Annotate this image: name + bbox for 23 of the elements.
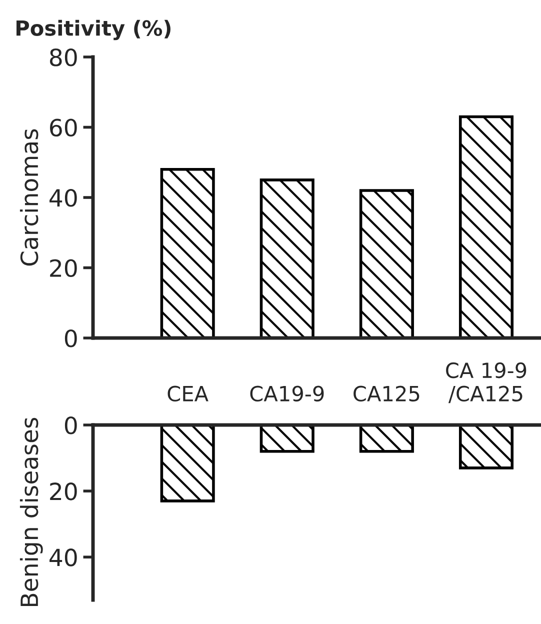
x-tick-label: CA125 (354, 386, 420, 402)
y-tick-label: 0 (64, 329, 77, 348)
bar (260, 178, 314, 338)
y-tick-label: 0 (64, 416, 77, 434)
y-tick-label: 40 (50, 188, 77, 207)
bar (359, 425, 414, 453)
y-axis-title: Carcinomas (20, 129, 38, 266)
bar (458, 115, 514, 338)
bar (458, 425, 514, 470)
y-tick-label: 80 (50, 48, 77, 66)
chart-title: Positivity (%) (16, 20, 170, 40)
y-tick-label: 40 (50, 548, 77, 566)
y-axis-title: Benign diseases (20, 418, 43, 606)
bar (359, 189, 414, 338)
y-tick-label: 20 (50, 482, 77, 500)
bar (160, 425, 215, 502)
y-tick-label: 20 (50, 259, 77, 278)
bar (160, 168, 215, 338)
y-tick-label: 60 (50, 118, 77, 137)
bar (260, 425, 314, 453)
x-tick-label: CA19-9 (250, 386, 324, 402)
x-tick-label: CA 19-9 /CA125 (446, 362, 526, 404)
x-tick-label: CEA (168, 386, 208, 402)
